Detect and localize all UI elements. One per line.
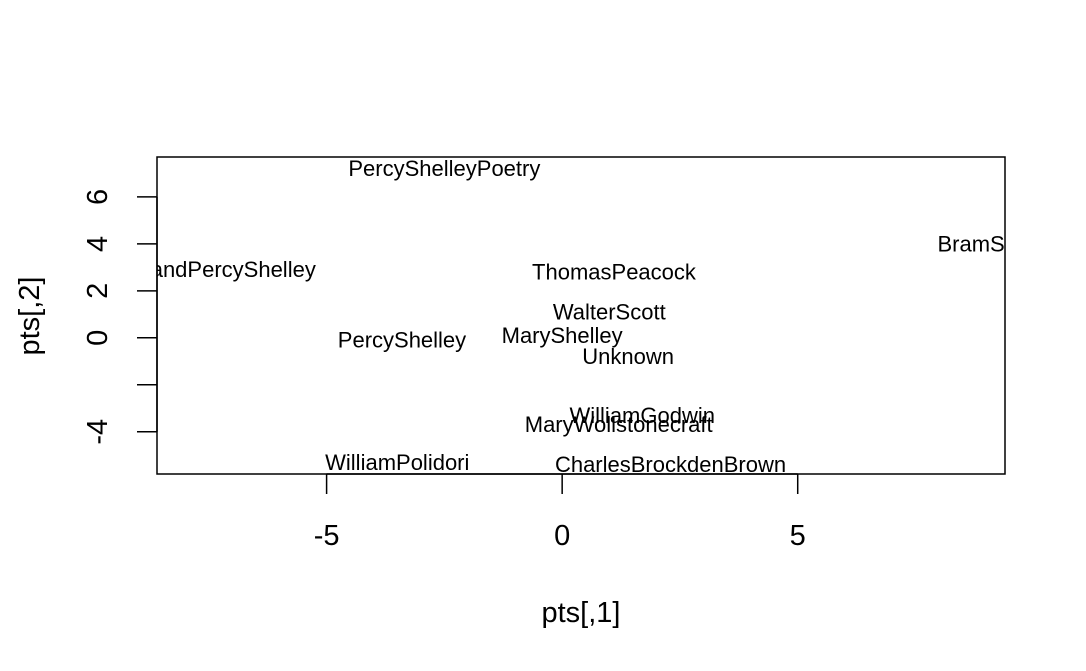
point-label: WilliamGodwin [570, 403, 715, 428]
point-label: ThomasPeacock [532, 260, 697, 285]
point-label: MaryWollstonecraft [525, 412, 713, 437]
point-label: BramStoker [937, 231, 1053, 256]
point-label: CharlesBrockdenBrown [555, 452, 786, 477]
y-tick-label: 4 [82, 236, 114, 252]
point-labels: PercyShelleyPoetry BramStoker MaryandPercy… [102, 156, 1053, 477]
y-tick-label: -4 [82, 419, 114, 445]
y-axis: -4 0 2 4 6 [82, 189, 158, 445]
point-label: PercyShelley [338, 328, 466, 353]
y-tick-label: 0 [82, 330, 114, 346]
x-tick-label: 5 [790, 520, 806, 552]
point-label: Unknown [582, 344, 674, 369]
point-label: WilliamPolidori [325, 450, 469, 475]
y-tick-label: 6 [82, 189, 114, 205]
x-tick-label: 0 [554, 520, 570, 552]
point-label: MaryShelley [502, 323, 623, 348]
point-label: WalterScott [553, 299, 666, 324]
point-label: PercyShelleyPoetry [348, 156, 540, 181]
y-axis-title: pts[,2] [14, 277, 46, 356]
x-axis-title: pts[,1] [542, 597, 621, 629]
x-axis: -5 0 5 [314, 473, 806, 552]
point-label: MaryandPercyShelley [102, 257, 316, 282]
x-tick-label: -5 [314, 520, 340, 552]
y-tick-label: 2 [82, 283, 114, 299]
